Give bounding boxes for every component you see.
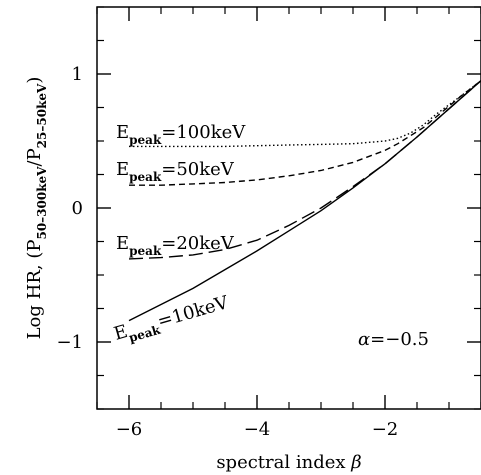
series-label-epeak-20-main: E [116,233,129,254]
x-axis-label-text: spectral index [216,452,351,473]
series-label-epeak-100-sub: peak [129,133,162,147]
series-label-epeak-10-main: E [112,321,130,345]
series-label-epeak-50-sub: peak [129,170,162,184]
tick-labels: −6 −4 −2 −1 0 1 [56,64,398,440]
y-tick-label: 0 [72,198,83,219]
y-axis-label-sub1: 50–300keV [35,166,49,240]
series-label-epeak-50: Epeak=50keV [116,159,235,184]
series-label-epeak-10-rest: =10keV [155,292,231,332]
axis-ticks [96,6,481,410]
series-label-epeak-10-sub: peak [127,323,162,345]
y-tick-label: −1 [56,332,83,353]
series-lines [128,80,481,322]
alpha-symbol: α [358,329,370,350]
series-line-epeak-100 [129,80,481,148]
y-tick-label: 1 [72,64,83,85]
series-label-epeak-100-rest: =100keV [161,122,246,143]
series-line-epeak-50 [129,80,481,186]
y-axis-label-prefix: Log HR, (P [24,240,45,340]
series-label-epeak-100: Epeak=100keV [116,122,246,147]
x-tick-label: −4 [244,419,271,440]
y-axis-label-mid: /P [24,148,45,166]
alpha-value: =−0.5 [370,329,429,350]
series-label-epeak-20-sub: peak [129,244,162,258]
x-axis-label-symbol: β [350,452,361,473]
series-line-epeak-10 [128,80,481,322]
series-label-epeak-20: Epeak=20keV [116,233,235,258]
y-axis-label-suffix: ) [24,77,45,84]
series-label-epeak-50-main: E [116,159,129,180]
series-label-epeak-50-rest: =50keV [161,159,235,180]
y-axis-label: Log HR, (P50–300keV/P25–50keV) [24,77,49,340]
x-tick-label: −2 [372,419,399,440]
series-label-epeak-100-main: E [116,122,129,143]
alpha-annotation: α=−0.5 [358,329,429,350]
x-axis-label: spectral index β [216,452,361,473]
x-tick-label: −6 [116,419,143,440]
series-label-epeak-20-rest: =20keV [161,233,235,254]
y-axis-label-sub2: 25–50keV [35,83,49,148]
